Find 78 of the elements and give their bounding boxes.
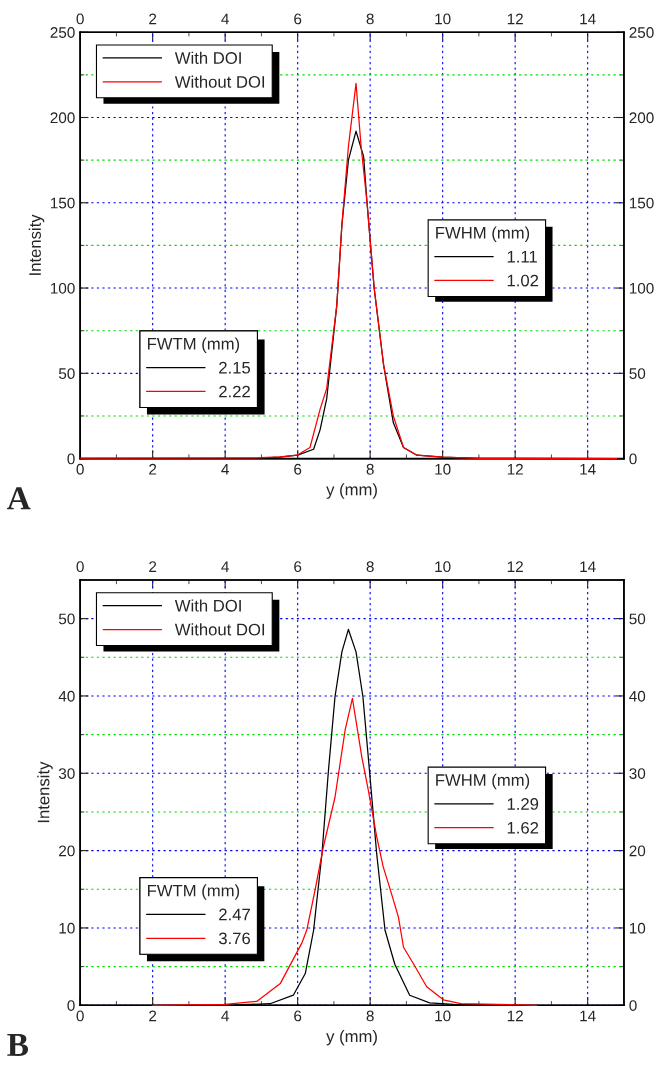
annotation: 2.15 xyxy=(219,361,251,374)
x2-tick-label: 0 xyxy=(76,561,84,573)
x2-tick-label: 14 xyxy=(580,561,596,572)
x2-tick-label: 8 xyxy=(366,561,374,573)
annotation: FWHM (mm) xyxy=(436,226,530,243)
y2-tick-label: 50 xyxy=(629,368,646,380)
y-tick-label: 40 xyxy=(58,690,75,702)
y-tick-label: 30 xyxy=(58,768,75,779)
x2-tick-label: 0 xyxy=(76,13,84,25)
y-tick-label: 0 xyxy=(67,453,75,465)
x-tick-label: 14 xyxy=(580,464,596,475)
y-tick-label: 150 xyxy=(50,197,75,209)
annotation: 3.76 xyxy=(218,932,251,945)
x2-tick-label: 2 xyxy=(149,561,157,572)
y-tick-label: 10 xyxy=(59,922,75,934)
y-tick-label: 50 xyxy=(58,613,75,625)
y-axis-title: Intensity xyxy=(28,214,45,275)
x2-tick-label: 12 xyxy=(507,561,523,572)
annotation: 2.22 xyxy=(219,385,250,398)
y2-tick-label: 0 xyxy=(629,453,637,465)
x-axis-title: y (mm) xyxy=(326,1029,377,1046)
legend-label: Without DOI xyxy=(174,75,265,88)
x-tick-label: 8 xyxy=(366,463,374,475)
annotation: 1.02 xyxy=(507,274,539,287)
text: A xyxy=(7,487,31,510)
y-tick-label: 200 xyxy=(50,112,75,124)
annotation: FWTM (mm) xyxy=(148,884,240,900)
annotation: 2.47 xyxy=(219,908,250,921)
y2-tick-label: 30 xyxy=(629,768,646,779)
x2-tick-label: 6 xyxy=(294,561,302,573)
x-tick-label: 0 xyxy=(76,1010,84,1022)
annotation: 1.11 xyxy=(507,250,537,263)
x-tick-label: 2 xyxy=(149,463,157,475)
y2-tick-label: 200 xyxy=(629,112,654,124)
x2-tick-label: 8 xyxy=(366,13,374,25)
text: B xyxy=(7,1033,29,1056)
x-tick-label: 6 xyxy=(294,463,302,475)
x-tick-label: 12 xyxy=(507,463,523,475)
y-tick-label: 250 xyxy=(50,27,75,38)
annotation: FWHM (mm) xyxy=(436,773,530,790)
x-tick-label: 4 xyxy=(221,1010,229,1022)
y-tick-label: 100 xyxy=(50,282,75,294)
y2-tick-label: 100 xyxy=(629,282,654,294)
x-axis-title: y (mm) xyxy=(326,483,377,499)
x2-tick-label: 10 xyxy=(435,561,451,573)
x2-tick-label: 2 xyxy=(149,13,157,25)
annotation: FWTM (mm) xyxy=(148,337,240,354)
legend-label: With DOI xyxy=(174,51,241,64)
x-tick-label: 6 xyxy=(294,1010,302,1022)
y-tick-label: 0 xyxy=(67,1000,75,1011)
x-tick-label: 12 xyxy=(507,1010,523,1022)
x-tick-label: 0 xyxy=(76,463,84,475)
x2-tick-label: 14 xyxy=(580,13,596,25)
y2-tick-label: 10 xyxy=(629,922,646,934)
x-tick-label: 8 xyxy=(366,1010,374,1022)
x2-tick-label: 10 xyxy=(435,13,451,25)
x-tick-label: 2 xyxy=(149,1010,157,1022)
x2-tick-label: 12 xyxy=(507,13,523,25)
y2-tick-label: 20 xyxy=(629,845,646,857)
y2-tick-label: 50 xyxy=(629,613,646,625)
x2-tick-label: 4 xyxy=(221,561,229,572)
annotation: 1.29 xyxy=(507,798,539,810)
legend-label: With DOI xyxy=(174,599,241,612)
x-tick-label: 10 xyxy=(435,1010,451,1022)
y2-tick-label: 40 xyxy=(629,690,646,702)
x-tick-label: 14 xyxy=(580,1010,596,1022)
x2-tick-label: 6 xyxy=(294,13,302,25)
legend-label: Without DOI xyxy=(174,623,265,636)
x-tick-label: 10 xyxy=(435,463,451,475)
y-axis-title: Intensity xyxy=(37,761,53,823)
y2-tick-label: 150 xyxy=(629,197,654,209)
y-tick-label: 50 xyxy=(58,368,75,380)
y2-tick-label: 0 xyxy=(629,1000,637,1011)
x-tick-label: 4 xyxy=(221,464,229,475)
annotation: 1.62 xyxy=(507,821,539,834)
x2-tick-label: 4 xyxy=(221,13,229,25)
y-tick-label: 20 xyxy=(59,845,75,857)
y2-tick-label: 250 xyxy=(629,27,654,38)
